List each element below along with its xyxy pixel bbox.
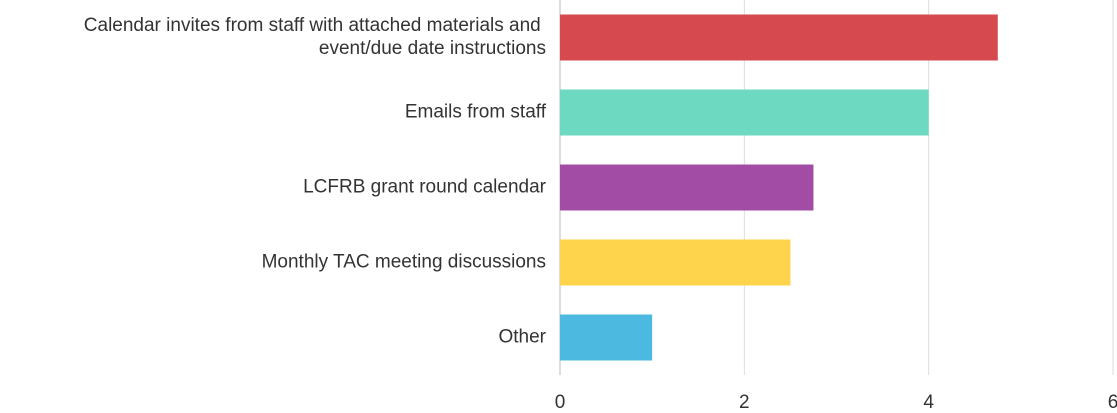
y-tick-label: LCFRB grant round calendar [303,177,547,198]
x-tick-label: 2 [739,392,750,413]
bar [560,89,929,136]
bar [560,239,791,286]
y-tick-label: Monthly TAC meeting discussions [262,252,546,273]
bar [560,314,653,361]
x-tick-label: 6 [1108,392,1117,413]
x-tick-label: 0 [555,392,566,413]
bar [560,14,998,61]
y-tick-label: Emails from staff [405,102,547,123]
y-tick-label: Calendar invites from staff with attache… [84,15,546,59]
bar [560,164,814,211]
x-tick-label: 4 [923,392,934,413]
y-tick-label: Other [498,327,546,348]
